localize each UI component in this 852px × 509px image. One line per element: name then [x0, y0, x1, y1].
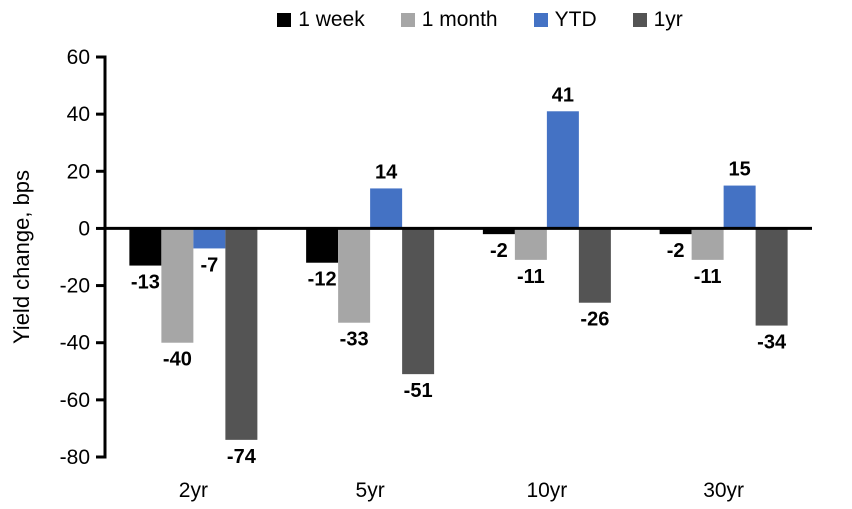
legend-item-1-month: 1 month [400, 8, 498, 32]
bar-1yr-30yr [755, 228, 788, 326]
bar-value-label: 41 [552, 84, 574, 106]
y-tick-label: -60 [60, 389, 90, 412]
bar-value-label: -34 [757, 332, 787, 354]
bar-value-label: -13 [131, 272, 160, 294]
legend-label-1-month: 1 month [421, 8, 498, 31]
bar-value-label: -40 [163, 349, 192, 371]
legend-swatch-ytd [533, 13, 548, 27]
bar-1-week-30yr [659, 228, 692, 235]
bar-value-label: -11 [517, 266, 545, 288]
legend-item-1-week: 1 week [277, 8, 365, 32]
bar-value-label: -7 [200, 254, 218, 276]
bar-YTD-10yr [546, 111, 579, 229]
bar-1-week-2yr [129, 228, 162, 266]
x-category-label: 5yr [356, 479, 385, 502]
x-category-label: 2yr [179, 479, 208, 502]
y-tick-label: -80 [60, 446, 90, 469]
bar-YTD-5yr [370, 188, 403, 229]
legend-swatch-1-month [400, 13, 415, 27]
bar-YTD-30yr [723, 185, 756, 229]
bar-1-month-5yr [338, 228, 371, 323]
bar-value-label: -12 [308, 269, 337, 291]
bar-1yr-5yr [402, 228, 435, 375]
bar-value-label: -2 [490, 240, 508, 262]
legend-item-ytd: YTD [533, 8, 597, 32]
bar-value-label: 14 [375, 161, 398, 183]
legend-label-1yr: 1yr [653, 8, 683, 31]
y-tick-label: 20 [67, 160, 90, 183]
y-tick-label: -20 [60, 275, 90, 298]
bar-1-month-2yr [161, 228, 194, 343]
x-category-label: 30yr [703, 479, 744, 502]
bar-1yr-10yr [578, 228, 611, 303]
bar-1-month-10yr [514, 228, 547, 260]
bar-1yr-2yr [225, 228, 258, 440]
bar-value-label: -26 [580, 309, 609, 331]
bar-value-label: -51 [404, 380, 433, 402]
y-tick-label: 0 [78, 217, 90, 240]
legend-swatch-1yr [632, 13, 647, 27]
bar-1-month-30yr [691, 228, 724, 260]
bar-value-label: -2 [667, 240, 685, 262]
legend-label-ytd: YTD [554, 8, 597, 31]
x-category-label: 10yr [526, 479, 567, 502]
bar-value-label: 15 [729, 159, 751, 181]
y-tick-label: 40 [67, 103, 90, 126]
bar-value-label: -74 [227, 446, 257, 468]
legend-label-1-week: 1 week [298, 8, 365, 31]
bar-1-week-10yr [482, 228, 515, 235]
bar-value-label: -33 [340, 329, 369, 351]
chart-legend: 1 week 1 month YTD 1yr [108, 8, 852, 32]
y-tick-label: 60 [67, 46, 90, 69]
legend-item-1yr: 1yr [632, 8, 683, 32]
legend-swatch-1-week [277, 13, 292, 27]
bar-YTD-2yr [193, 228, 226, 249]
bar-1-week-5yr [306, 228, 339, 263]
bar-value-label: -11 [694, 266, 722, 288]
y-tick-label: -40 [60, 332, 90, 355]
